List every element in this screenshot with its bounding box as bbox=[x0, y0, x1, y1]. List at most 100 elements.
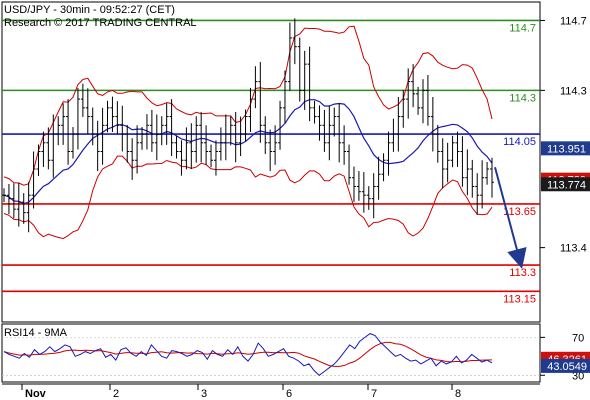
price-bar bbox=[95, 120, 100, 172]
y-tick-label: 114.7 bbox=[560, 15, 587, 27]
x-tick-label: 6 bbox=[286, 388, 292, 400]
price-bar bbox=[115, 101, 120, 135]
price-bar bbox=[51, 114, 56, 178]
bollinger-lower bbox=[3, 155, 493, 240]
price-bar bbox=[450, 135, 455, 168]
price-bar bbox=[302, 50, 307, 110]
y-tick-label: 114.3 bbox=[560, 85, 587, 97]
price-bar bbox=[130, 138, 135, 180]
price-bar bbox=[179, 140, 184, 176]
price-bar bbox=[386, 131, 391, 176]
price-bar bbox=[21, 193, 26, 224]
price-tag bbox=[541, 141, 590, 156]
moving-average bbox=[3, 99, 493, 205]
price-bar bbox=[347, 144, 352, 185]
price-bar bbox=[475, 173, 480, 215]
price-bar bbox=[6, 184, 11, 215]
price-bar bbox=[366, 186, 371, 210]
price-bar bbox=[213, 140, 218, 176]
price-bar bbox=[411, 64, 416, 108]
price-tag-label: 113.774 bbox=[547, 179, 586, 191]
price-bar bbox=[169, 99, 174, 157]
price-bar bbox=[425, 74, 430, 126]
price-bar bbox=[184, 127, 189, 170]
price-bar bbox=[273, 125, 278, 165]
price-bar bbox=[125, 124, 130, 163]
projection-arrow bbox=[494, 166, 527, 269]
price-bar bbox=[361, 172, 366, 213]
price-bar bbox=[263, 116, 268, 154]
price-bar bbox=[218, 127, 223, 161]
price-bar bbox=[460, 136, 465, 187]
x-tick-label: 2 bbox=[113, 388, 119, 400]
price-bar bbox=[46, 127, 51, 170]
price-bar bbox=[105, 100, 110, 133]
price-tag-label: 113.951 bbox=[547, 143, 586, 155]
price-bar bbox=[440, 138, 445, 189]
price-bar bbox=[223, 114, 228, 161]
price-bar bbox=[238, 116, 243, 157]
price-bar bbox=[307, 46, 312, 122]
price-bar bbox=[480, 160, 485, 209]
price-bar bbox=[287, 22, 292, 91]
price-bar bbox=[322, 109, 327, 152]
x-tick-label: Nov bbox=[25, 388, 47, 400]
price-bar bbox=[154, 114, 159, 161]
price-bar bbox=[327, 105, 332, 161]
x-tick-label: 3 bbox=[201, 388, 207, 400]
price-bar bbox=[490, 157, 494, 198]
level-label: 113.3 bbox=[509, 267, 536, 279]
price-bar bbox=[164, 103, 169, 145]
price-bar bbox=[337, 103, 342, 163]
level-label: 114.7 bbox=[509, 22, 536, 34]
price-bar bbox=[430, 97, 435, 152]
rsi-tick-label: 30 bbox=[572, 370, 584, 382]
header-research: Research © 2017 TRADING CENTRAL bbox=[4, 17, 197, 29]
price-bar bbox=[253, 66, 258, 109]
bollinger-upper bbox=[3, 25, 493, 186]
price-bar bbox=[199, 112, 204, 163]
price-bar bbox=[194, 116, 199, 163]
price-bar bbox=[376, 156, 381, 200]
level-label: 113.15 bbox=[503, 293, 536, 305]
price-bar bbox=[455, 131, 460, 167]
price-bar bbox=[66, 99, 71, 165]
price-bar bbox=[243, 109, 248, 142]
price-bar bbox=[332, 107, 337, 137]
price-tag bbox=[541, 177, 590, 192]
price-bar bbox=[292, 18, 297, 65]
price-bar bbox=[204, 125, 209, 165]
price-bar bbox=[351, 166, 356, 202]
price-bar bbox=[75, 87, 80, 150]
price-bar bbox=[356, 171, 361, 201]
price-bar bbox=[228, 116, 233, 146]
price-bar bbox=[391, 118, 396, 152]
price-bar bbox=[312, 100, 317, 124]
price-bar bbox=[401, 90, 406, 128]
price-bar bbox=[406, 68, 411, 119]
x-tick-label: 8 bbox=[455, 388, 461, 400]
level-label: 114.05 bbox=[503, 136, 536, 148]
price-bar bbox=[16, 182, 21, 227]
price-bar bbox=[420, 79, 425, 124]
rsi-ma-line bbox=[3, 341, 493, 367]
price-bar bbox=[371, 173, 376, 219]
price-bar bbox=[297, 37, 302, 102]
price-bar bbox=[100, 107, 105, 165]
price-bar bbox=[11, 183, 16, 219]
price-bar bbox=[268, 129, 273, 172]
price-bar bbox=[342, 125, 347, 165]
price-bar bbox=[2, 188, 6, 203]
x-tick-label: 7 bbox=[371, 388, 377, 400]
price-bar bbox=[120, 105, 125, 152]
rsi-label: RSI14 - 9MA bbox=[4, 327, 68, 339]
price-bar bbox=[396, 97, 401, 152]
price-bar bbox=[41, 131, 46, 167]
price-bar bbox=[36, 144, 41, 176]
price-bar bbox=[317, 105, 322, 141]
y-tick-label: 113.4 bbox=[560, 243, 587, 255]
header-title: USD/JPY - 30min - 09:52:27 (CET) bbox=[4, 4, 175, 16]
price-bar bbox=[189, 123, 194, 169]
price-bar bbox=[61, 103, 66, 145]
